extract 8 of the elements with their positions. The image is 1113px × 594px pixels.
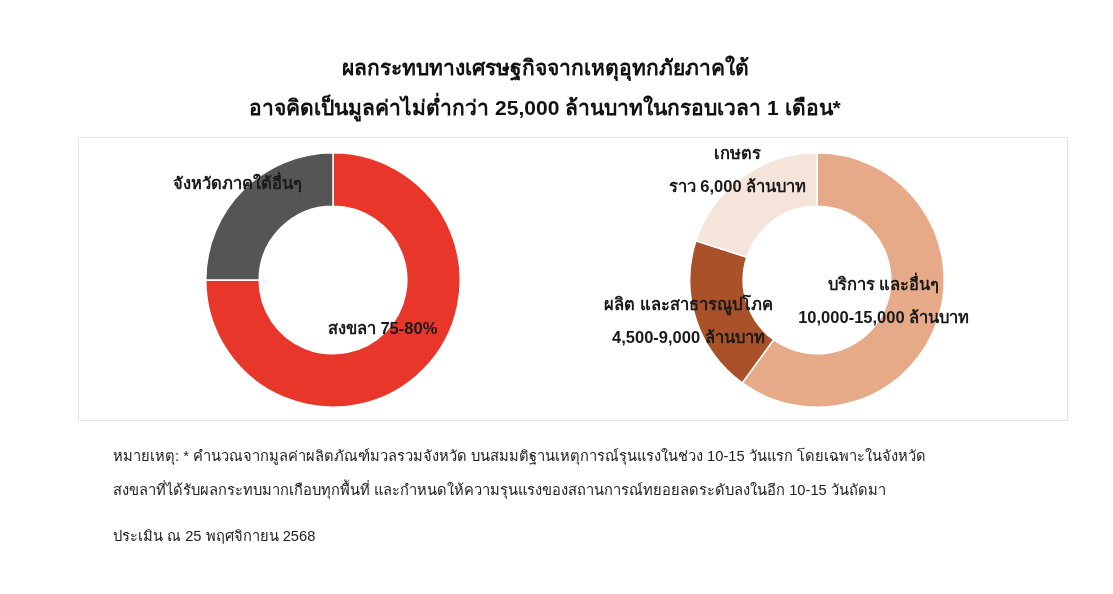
text: หมายเหตุ: * คำนวณจากมูลค่าผลิตภัณฑ์มวลรวมจังหวัด บนสมมติฐานเหตุการณ์รุนแรงในช่วง 10-15 วันแรก โดยเฉพาะในจังหวัดสงขลาที่ได้รับผลกระทบมากเกือบทุกพื้นที่ และกำหนดให้ความรุนแรงของสถานการณ์ทยอยลดระดับลงในอีก 10-15 วันถัดมา [113,448,926,498]
data-label: 4,500-9,000 ล้านบาท [612,327,765,346]
text: ประเมิน ณ 25 พฤศจิกายน 2568 [113,527,317,546]
data-label: ราว 6,000 ล้านบาท [668,176,807,195]
text: อาจคิดเป็นมูลค่าไม่ต่ำกว่า 25,000 ล้านบาทในกรอบเวลา 1 เดือน* [248,91,842,124]
slice-label: เกษตร [714,143,761,162]
text: ผลกระทบทางเศรษฐกิจจากเหตุอุทกภัยภาคใต้ [340,54,750,83]
data-label: 10,000-15,000 ล้านบาท [798,307,970,326]
